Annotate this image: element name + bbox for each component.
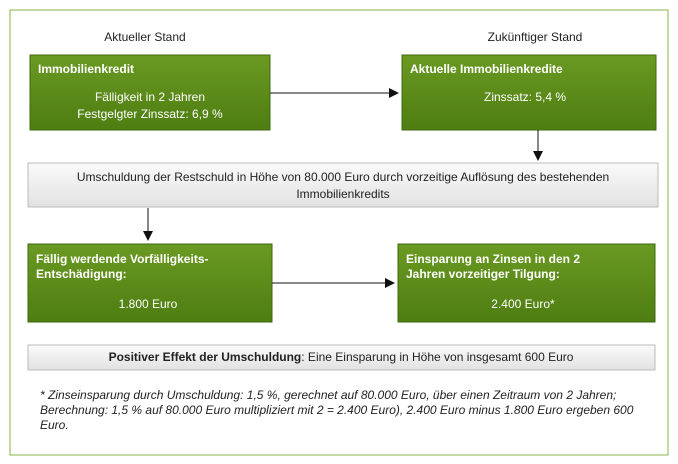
node-box [27, 162, 659, 208]
node-title: Einsparung an Zinsen in den 2 [406, 252, 580, 266]
summary-label: Positiver Effekt der Umschuldung [109, 350, 302, 364]
node-text: Immobilienkredits [296, 187, 389, 201]
node-text: Zinssatz: 5,4 % [484, 90, 566, 104]
summary-text: : Eine Einsparung in Höhe von insgesamt … [301, 350, 573, 364]
node-title: Jahren vorzeitiger Tilgung: [406, 267, 560, 281]
node-text: Fälligkeit in 2 Jahren [95, 90, 205, 104]
summary-box [27, 344, 656, 371]
frame [9, 9, 669, 456]
node-title: Fällig werdende Vorfälligkeits- [36, 252, 208, 266]
column-label: Aktueller Stand [104, 30, 185, 44]
node-box [27, 243, 273, 323]
node-title: Aktuelle Immobilienkredite [410, 62, 563, 76]
footnote: Euro. [40, 418, 69, 432]
column-label: Zukünftiger Stand [488, 30, 583, 44]
node-title: Immobilienkredit [38, 62, 134, 76]
node-box [401, 54, 657, 131]
node-box [397, 243, 656, 323]
node-text: 2.400 Euro* [491, 297, 555, 311]
footnote: Berechnung: 1,5 % auf 80.000 Euro multip… [40, 403, 634, 417]
footnote: * Zinseinsparung durch Umschuldung: 1,5 … [40, 388, 616, 402]
node-text: 1.800 Euro [119, 297, 178, 311]
node-title: Entschädigung: [36, 267, 127, 281]
node-text: Festgelgter Zinssatz: 6,9 % [77, 107, 223, 121]
node-text: Umschuldung der Restschuld in Höhe von 8… [77, 170, 609, 184]
node-box [29, 54, 271, 131]
summary: Positiver Effekt der Umschuldung: Eine E… [109, 350, 574, 364]
